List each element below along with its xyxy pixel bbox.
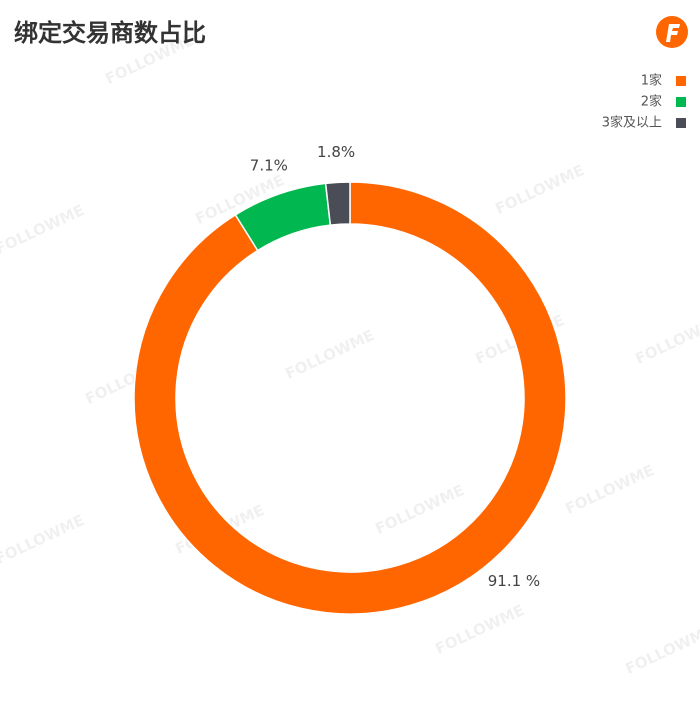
logo [656, 16, 688, 48]
legend-swatch [676, 97, 686, 107]
chart-title: 绑定交易商数占比 [14, 19, 206, 47]
donut-slice [133, 181, 567, 615]
watermark: FOLLOWME [372, 481, 467, 538]
watermark: FOLLOWME [622, 621, 700, 678]
legend-label: 3家及以上 [602, 115, 662, 131]
legend-swatch [676, 118, 686, 128]
data-label: 91.1 % [488, 572, 540, 590]
logo-glyph [666, 24, 680, 42]
watermark: FOLLOWME [0, 511, 87, 568]
watermark: FOLLOWME [282, 326, 377, 383]
watermark: FOLLOWME [562, 461, 657, 518]
legend-swatch [676, 76, 686, 86]
data-label: 1.8% [317, 143, 355, 161]
watermark: FOLLOWME [632, 311, 700, 368]
watermark: FOLLOWME [432, 601, 527, 658]
legend-label: 2家 [641, 94, 662, 110]
watermark: FOLLOWME [492, 161, 587, 218]
legend-label: 1家 [641, 73, 662, 89]
data-label: 7.1% [250, 156, 288, 174]
donut-slice [324, 181, 351, 226]
watermark: FOLLOWME [0, 201, 87, 258]
